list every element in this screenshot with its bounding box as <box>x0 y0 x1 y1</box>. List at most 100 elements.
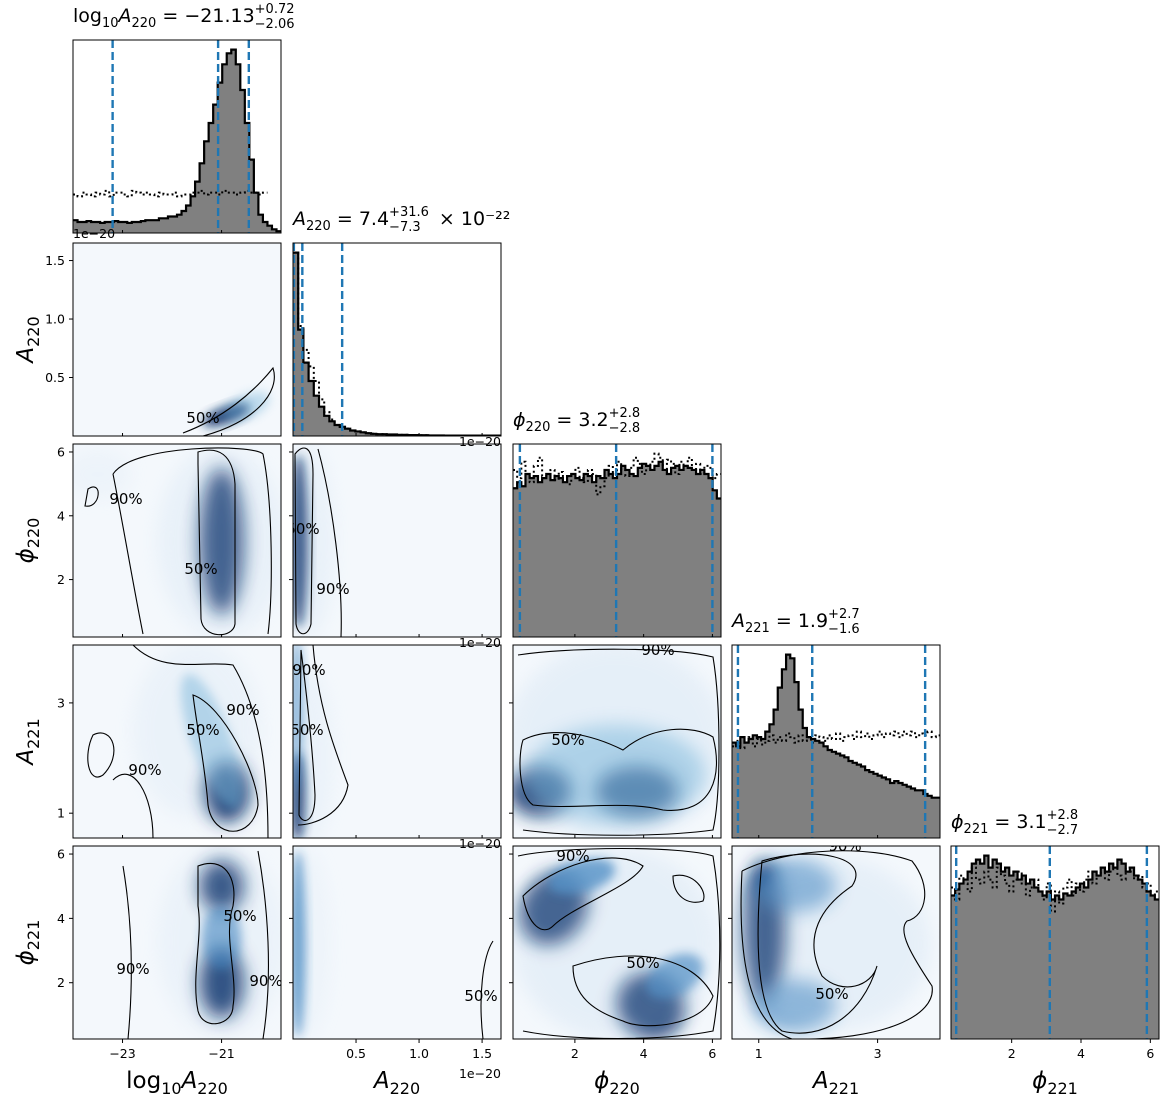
contour-line <box>195 862 235 1025</box>
contour-label: 50% <box>186 409 219 427</box>
density-panel-log10A220-A221: 50% 90% 90% <box>72 644 282 839</box>
title-minus-error: −7.3 <box>389 220 421 235</box>
panel-frame <box>512 644 722 839</box>
title-minus-error: −2.8 <box>609 421 641 436</box>
title-value: = −21.13 <box>156 5 254 27</box>
contour-label: 90% <box>116 960 149 978</box>
y-axis-label-phi221: ϕ221 <box>13 920 43 966</box>
contour-line <box>84 486 99 507</box>
contour-label: 90% <box>556 847 589 865</box>
title-prefix-sub: 10 <box>102 16 119 31</box>
title-prefix: log <box>73 5 102 27</box>
title-minus-error: −2.06 <box>255 17 295 32</box>
contour-label: 50% <box>223 907 256 925</box>
y-tick-label: 2 <box>57 572 65 587</box>
contour-line <box>297 645 349 826</box>
panel-frame <box>950 845 1160 1040</box>
contour-label: 90% <box>641 641 674 659</box>
panel-frame <box>292 644 502 839</box>
contour-label: 90% <box>249 972 282 990</box>
contour-label: 50% <box>184 560 217 578</box>
density-blob <box>293 445 334 637</box>
title-variable-sub: 220 <box>132 16 157 31</box>
contour-label: 50% <box>464 987 497 1005</box>
histogram-panel-A220: A220 = 7.4+31.6 −7.3 × 10⁻²² <box>291 205 510 437</box>
panel-frame <box>292 443 502 638</box>
title-value: = 3.1 <box>988 811 1046 833</box>
density-blob <box>73 448 133 500</box>
y-axis-label-A220: A220 <box>13 316 43 364</box>
contour-line <box>480 940 494 1039</box>
title-plus-error: +0.72 <box>255 2 295 17</box>
panel-title-A220: A220 = 7.4+31.6 −7.3 × 10⁻²² <box>291 205 510 235</box>
prior-step-line <box>73 189 268 198</box>
x-tick-label: 3 <box>874 1046 882 1061</box>
title-value: = 3.2 <box>550 409 608 431</box>
x-tick-label: 4 <box>640 1046 648 1061</box>
contour-label: 50% <box>551 731 584 749</box>
title-plus-error: +2.7 <box>828 607 860 622</box>
contour-line <box>740 850 933 1039</box>
title-plus-error: +2.8 <box>1047 808 1079 823</box>
density-blob <box>526 724 706 825</box>
title-variable: ϕ <box>951 811 964 833</box>
density-blob <box>132 645 262 819</box>
x-axis-label-phi220: ϕ220 <box>594 1068 640 1098</box>
x-offset-label-inner: 1e−20 <box>459 836 501 851</box>
contour-line <box>122 865 132 1039</box>
density-blob <box>293 669 334 838</box>
y-tick-label: 6 <box>57 444 65 459</box>
contour-label: 50% <box>815 985 848 1003</box>
panel-frame <box>72 39 282 234</box>
panel-title-log10A220: log10A220 = −21.13+0.72 −2.06 <box>73 2 295 32</box>
posterior-fill <box>73 49 281 233</box>
title-plus-error: +31.6 <box>389 205 429 220</box>
y-tick-label: 1.5 <box>45 253 65 268</box>
contour-label: 90% <box>316 580 349 598</box>
title-variable: A <box>291 208 306 230</box>
density-blob <box>223 391 270 422</box>
x-tick-label: 1.5 <box>472 1046 492 1061</box>
contour-line <box>572 955 714 1027</box>
panel-frame <box>72 443 282 638</box>
density-panel-phi220-A221: 50% 90% <box>512 641 722 839</box>
density-panel-log10A220-phi220: 50% 90% <box>72 443 282 638</box>
density-blob <box>157 846 281 1038</box>
panel-title-phi221: ϕ221 = 3.1+2.8 −2.7 <box>951 808 1078 838</box>
panel-frame <box>292 845 502 1040</box>
x-tick-label: 2 <box>1008 1046 1016 1061</box>
panel-title-A221: A221 = 1.9+2.7 −1.6 <box>730 607 860 637</box>
contour-line <box>257 850 269 1039</box>
contour-label: 90% <box>828 837 861 855</box>
contour-label: 90% <box>292 661 325 679</box>
contour-line <box>192 694 259 832</box>
posterior-fill <box>293 252 501 436</box>
title-variable: A <box>730 610 745 632</box>
y-axis-label-A221: A221 <box>13 718 43 766</box>
y-offset-label: 1e−20 <box>73 226 115 241</box>
panel-frame <box>731 644 941 839</box>
contour-line <box>517 847 721 1039</box>
contour-line <box>517 648 720 836</box>
y-tick-label: 2 <box>57 975 65 990</box>
contour-label: 90% <box>128 761 161 779</box>
panel-frame <box>292 242 502 437</box>
y-tick-label: 4 <box>57 911 65 926</box>
title-variable: A <box>117 5 132 27</box>
histogram-panel-phi220: ϕ220 = 3.2+2.8 −2.8 <box>512 406 722 638</box>
y-tick-label: 4 <box>57 508 65 523</box>
panel-title-phi220: ϕ220 = 3.2+2.8 −2.8 <box>513 406 640 436</box>
density-blob <box>732 857 932 1031</box>
posterior-step-line <box>732 653 940 799</box>
contour-label: 50% <box>626 954 659 972</box>
posterior-fill <box>513 461 721 637</box>
contour-line <box>317 448 342 637</box>
density-panel-A220-A221: 50% 90% <box>292 644 502 839</box>
posterior-fill <box>732 654 940 838</box>
title-value: = 1.9 <box>770 610 828 632</box>
histogram-panel-A221: A221 = 1.9+2.7 −1.6 <box>730 607 941 839</box>
x-offset-label: 1e−20 <box>459 1066 501 1081</box>
x-axis-label-phi221: ϕ221 <box>1032 1068 1078 1098</box>
title-variable: ϕ <box>513 409 526 431</box>
